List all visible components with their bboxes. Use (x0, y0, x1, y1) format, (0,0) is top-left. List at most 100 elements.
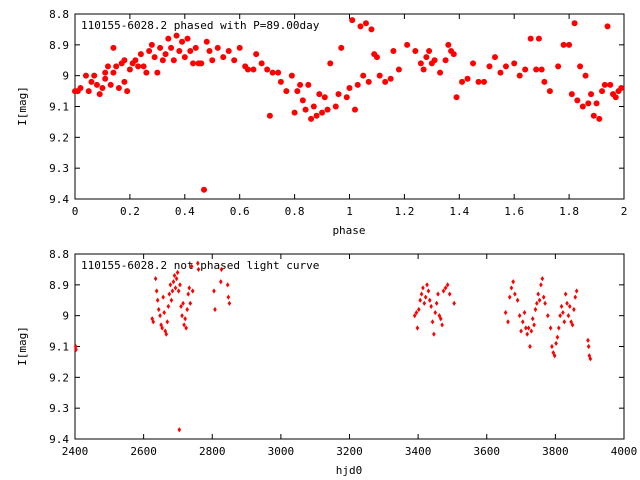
x-tick-label: 1.8 (559, 205, 579, 218)
data-point (225, 282, 230, 288)
data-point (151, 319, 156, 325)
x-tick-label: 2 (621, 205, 628, 218)
data-point (503, 309, 508, 316)
data-point (437, 69, 444, 76)
data-point (121, 78, 128, 85)
data-point (570, 322, 575, 328)
data-point (324, 106, 331, 113)
data-point (560, 41, 567, 48)
data-point (299, 97, 306, 104)
data-point (93, 81, 100, 88)
data-point (162, 309, 167, 316)
data-point (443, 285, 448, 291)
data-point (162, 51, 169, 58)
data-point (161, 294, 165, 300)
data-point (513, 291, 517, 297)
data-point (527, 35, 534, 42)
y-tick-label: 9.1 (49, 101, 69, 114)
y-tick-label: 9.1 (49, 341, 69, 354)
data-point (423, 54, 430, 61)
plot-frame (74, 13, 625, 200)
data-point (219, 279, 223, 285)
data-point (546, 88, 553, 95)
data-point (277, 78, 284, 85)
data-point (283, 88, 290, 95)
y-tick-label: 8.8 (49, 248, 69, 261)
data-point (104, 63, 111, 70)
data-point (181, 300, 185, 306)
data-point (165, 319, 170, 325)
y-axis-ticks: 8.8 8.9 9 9.1 9.2 9.3 9.4 (49, 8, 624, 206)
data-point (351, 106, 358, 113)
data-point (509, 285, 514, 291)
y-tick-label: 9.2 (49, 131, 69, 144)
x-tick-label: 3400 (405, 445, 432, 458)
data-point (601, 81, 608, 88)
data-point (269, 69, 276, 76)
data-point (165, 35, 172, 42)
data-point (362, 20, 369, 27)
data-point (368, 26, 375, 33)
data-point (196, 260, 200, 266)
data-point (520, 319, 525, 325)
data-point (419, 291, 424, 297)
data-point (414, 309, 419, 316)
data-point (452, 300, 456, 306)
data-point (266, 112, 273, 119)
data-point (155, 297, 160, 303)
data-point (288, 72, 295, 79)
data-point (209, 57, 216, 64)
data-point (511, 279, 515, 285)
data-point (346, 85, 353, 91)
data-point (387, 75, 394, 82)
data-point (599, 88, 606, 95)
data-point (418, 297, 422, 303)
data-point (110, 69, 117, 76)
data-point (526, 325, 531, 331)
data-point (431, 57, 438, 64)
data-point (96, 91, 103, 98)
data-point (135, 63, 142, 70)
data-point (236, 44, 243, 51)
x-tick-label: 0 (72, 205, 79, 218)
x-tick-label: 1.4 (449, 205, 469, 218)
data-point (102, 69, 109, 76)
data-point (357, 23, 364, 30)
data-point (164, 331, 169, 337)
data-point (475, 78, 482, 85)
data-point (308, 115, 315, 122)
data-point (170, 288, 175, 294)
data-point (423, 294, 428, 300)
data-point (212, 288, 216, 294)
plot-title: 110155-6028.2 phased with P=89.00day (81, 19, 320, 32)
data-point (533, 306, 538, 313)
data-point (421, 285, 425, 291)
data-point (470, 60, 477, 67)
data-point (102, 75, 109, 82)
data-point (533, 66, 540, 73)
data-point (146, 48, 153, 54)
data-point (382, 78, 389, 85)
data-point (327, 60, 334, 67)
data-point (77, 85, 84, 91)
data-point (177, 427, 182, 433)
data-point (535, 300, 539, 306)
data-point (430, 319, 435, 325)
data-point (169, 297, 174, 303)
data-point (201, 186, 208, 193)
x-tick-label: 1.2 (394, 205, 414, 218)
data-point (319, 109, 326, 116)
data-point (546, 313, 550, 319)
data-point (515, 297, 520, 303)
data-point (464, 75, 471, 82)
data-point (543, 300, 547, 306)
data-point (175, 269, 180, 276)
data-point (226, 294, 231, 300)
data-point (137, 51, 144, 58)
data-point (82, 72, 89, 79)
data-point (182, 322, 186, 328)
data-point (529, 328, 534, 334)
x-axis-label: phase (332, 224, 365, 237)
data-point (607, 81, 614, 88)
data-point (189, 263, 194, 269)
